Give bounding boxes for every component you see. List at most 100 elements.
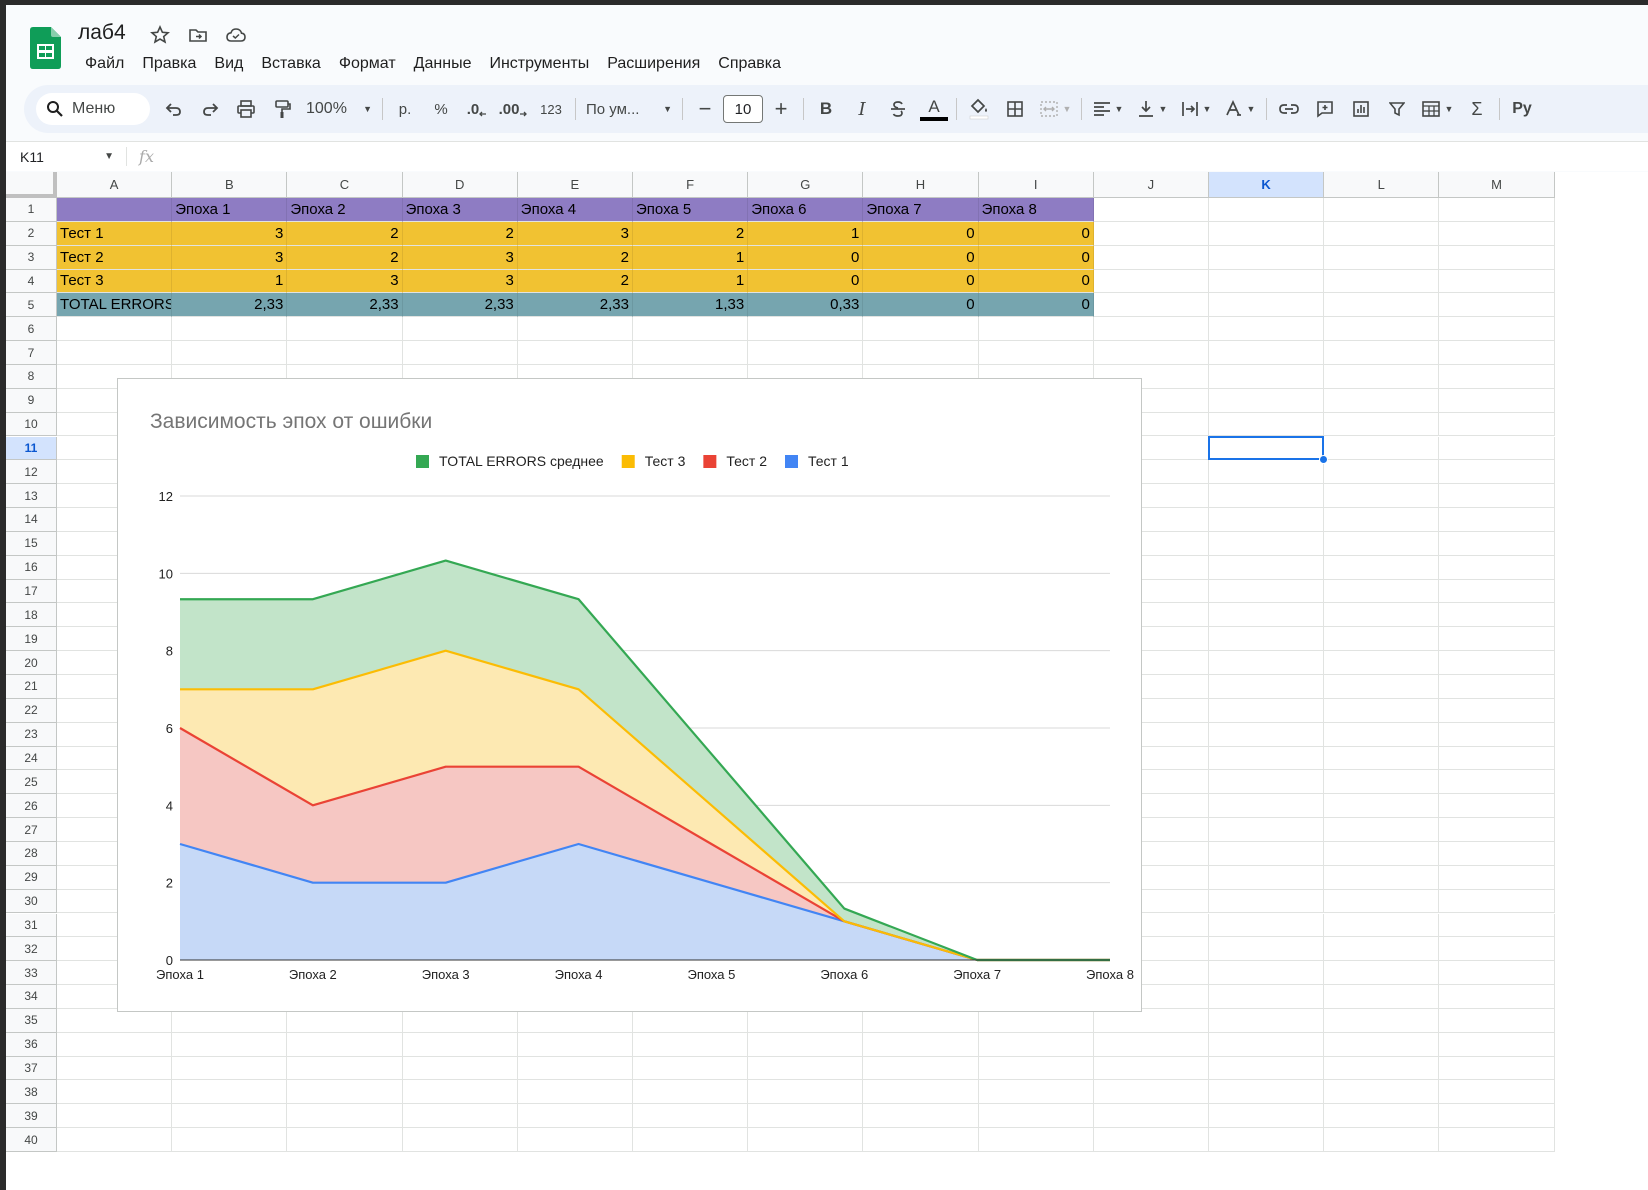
cell[interactable] <box>1324 460 1440 485</box>
cell[interactable] <box>1324 627 1440 652</box>
row-header-7[interactable]: 7 <box>6 341 57 365</box>
cell[interactable] <box>517 341 633 365</box>
cell[interactable] <box>1324 1128 1440 1152</box>
cell[interactable] <box>1439 436 1555 461</box>
menu-data[interactable]: Данные <box>413 55 472 72</box>
table-cell[interactable]: 2,33 <box>172 293 288 318</box>
column-header-i[interactable]: I <box>978 172 1094 198</box>
row-header-10[interactable]: 10 <box>6 412 57 437</box>
row-header-30[interactable]: 30 <box>6 889 57 914</box>
row-header-22[interactable]: 22 <box>6 698 57 723</box>
table-cell[interactable]: 2,33 <box>402 293 518 318</box>
redo-button[interactable] <box>192 93 228 125</box>
cell[interactable] <box>57 1080 173 1105</box>
cell[interactable] <box>1209 293 1325 318</box>
table-cell[interactable]: 0 <box>863 269 979 294</box>
cell[interactable] <box>1209 722 1325 747</box>
active-cell-selection[interactable] <box>1208 435 1325 461</box>
row-header-5[interactable]: 5 <box>6 293 57 318</box>
cell[interactable] <box>1439 794 1555 819</box>
menu-help[interactable]: Справка <box>718 55 782 72</box>
cell[interactable] <box>1439 770 1555 795</box>
cell[interactable] <box>1209 889 1325 914</box>
cell[interactable] <box>978 1056 1094 1081</box>
cell[interactable] <box>1439 341 1555 365</box>
row-header-31[interactable]: 31 <box>6 913 57 938</box>
cell[interactable] <box>1324 1032 1440 1057</box>
cell[interactable] <box>1324 555 1440 580</box>
cell[interactable] <box>1439 198 1555 222</box>
cell[interactable] <box>172 1128 288 1152</box>
menu-format[interactable]: Формат <box>338 55 396 72</box>
cell[interactable] <box>1439 388 1555 413</box>
table-cell[interactable]: 3 <box>402 245 518 270</box>
cell[interactable] <box>402 1104 518 1129</box>
cell[interactable] <box>1439 818 1555 842</box>
cell[interactable] <box>1324 985 1440 1009</box>
print-button[interactable] <box>228 93 264 125</box>
row-header-38[interactable]: 38 <box>6 1080 57 1105</box>
cell[interactable] <box>748 317 864 342</box>
cell[interactable] <box>57 1128 173 1152</box>
cell[interactable] <box>1439 508 1555 532</box>
increase-decimal-button[interactable]: .00 <box>495 93 531 125</box>
cell[interactable] <box>1324 436 1440 461</box>
cell[interactable] <box>57 341 173 365</box>
row-header-6[interactable]: 6 <box>6 317 57 342</box>
table-cell[interactable]: Тест 3 <box>57 269 173 294</box>
cell[interactable] <box>172 317 288 342</box>
table-cell[interactable]: 1,33 <box>633 293 749 318</box>
table-cell[interactable]: 2 <box>287 245 403 270</box>
table-cell[interactable]: 0 <box>748 245 864 270</box>
formula-input[interactable] <box>166 142 1648 171</box>
filter-views-button[interactable]: ▼ <box>1415 93 1459 125</box>
functions-button[interactable]: Σ <box>1471 98 1483 119</box>
cell[interactable] <box>1324 531 1440 556</box>
cell[interactable] <box>633 1032 749 1057</box>
cell[interactable] <box>1209 317 1325 342</box>
row-header-9[interactable]: 9 <box>6 388 57 413</box>
column-header-m[interactable]: M <box>1439 172 1555 198</box>
table-cell[interactable]: TOTAL ERRORS <box>57 293 173 318</box>
cell[interactable] <box>1324 341 1440 365</box>
fill-handle[interactable] <box>1319 455 1329 465</box>
table-cell[interactable]: 0,33 <box>748 293 864 318</box>
table-cell[interactable]: Эпоха 2 <box>287 198 403 222</box>
column-header-b[interactable]: B <box>172 172 288 198</box>
cell[interactable] <box>1209 341 1325 365</box>
cell[interactable] <box>1209 651 1325 675</box>
row-header-19[interactable]: 19 <box>6 627 57 652</box>
row-header-26[interactable]: 26 <box>6 794 57 819</box>
table-cell[interactable]: 3 <box>402 269 518 294</box>
column-header-j[interactable]: J <box>1093 172 1209 198</box>
select-all-corner[interactable] <box>6 172 57 198</box>
cell[interactable] <box>748 1056 864 1081</box>
cell[interactable] <box>1209 388 1325 413</box>
cell[interactable] <box>1324 245 1440 270</box>
row-header-11[interactable]: 11 <box>6 436 57 461</box>
row-header-8[interactable]: 8 <box>6 364 57 389</box>
cell[interactable] <box>1209 985 1325 1009</box>
cell[interactable] <box>1439 1104 1555 1129</box>
cell[interactable] <box>1209 364 1325 389</box>
paint-format-button[interactable] <box>264 93 300 125</box>
document-title[interactable]: лаб4 <box>78 21 126 44</box>
cell[interactable] <box>863 1128 979 1152</box>
table-cell[interactable]: 0 <box>863 293 979 318</box>
cell[interactable] <box>1209 961 1325 986</box>
table-cell[interactable]: 2,33 <box>287 293 403 318</box>
cell[interactable] <box>1209 627 1325 652</box>
cell[interactable] <box>863 1104 979 1129</box>
cell[interactable] <box>1324 794 1440 819</box>
cell[interactable] <box>1324 841 1440 866</box>
row-header-34[interactable]: 34 <box>6 985 57 1009</box>
column-header-d[interactable]: D <box>402 172 518 198</box>
cell[interactable] <box>863 1080 979 1105</box>
format-percent-button[interactable]: % <box>434 100 448 118</box>
cell[interactable] <box>978 1008 1094 1033</box>
row-header-27[interactable]: 27 <box>6 818 57 842</box>
cell[interactable] <box>287 1104 403 1129</box>
cell[interactable] <box>1324 293 1440 318</box>
cell[interactable] <box>287 1008 403 1033</box>
cell[interactable] <box>517 1080 633 1105</box>
